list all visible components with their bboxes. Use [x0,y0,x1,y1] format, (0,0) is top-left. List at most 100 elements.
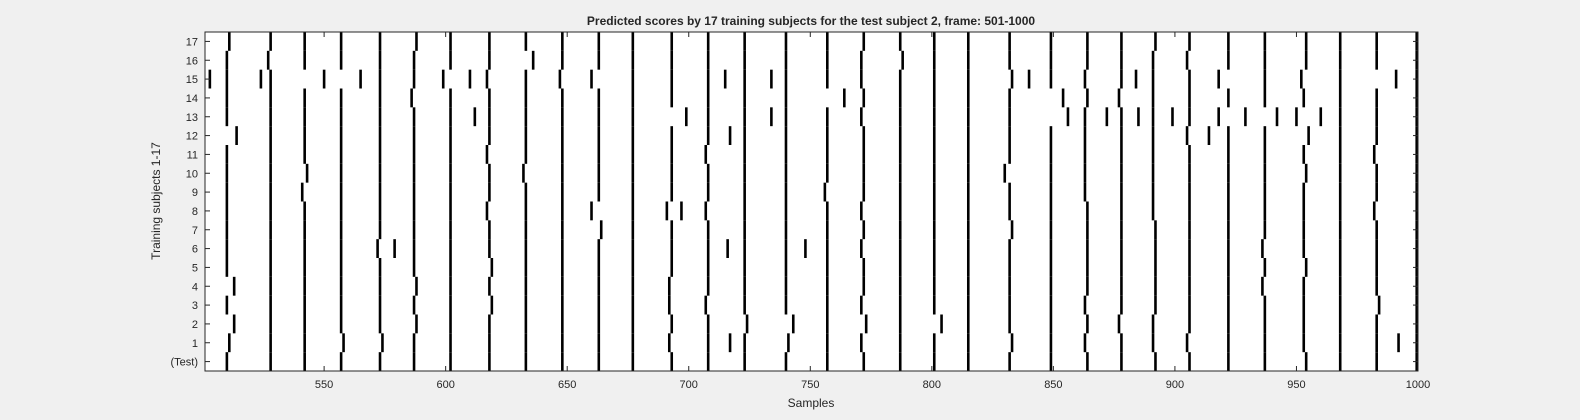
event-mark-row-6-34 [1375,239,1378,258]
event-mark-row-7-19 [932,220,936,240]
event-mark-row-2-0 [232,314,236,334]
event-mark-row-2-25 [1151,314,1155,334]
event-mark-row-3-1 [269,295,272,315]
event-mark-row-3-31 [1377,295,1381,315]
event-mark-row-5-30 [1338,258,1342,277]
event-mark-row-12-16 [784,126,788,145]
event-mark-row-5-17 [862,258,866,277]
event-mark-row-15-7 [412,69,416,89]
event-mark-row-17-15 [784,32,788,51]
event-mark-row-9-4 [378,182,382,202]
event-mark-row-14-20 [966,88,970,108]
event-mark-row-1-15 [743,333,746,353]
event-mark-row-13-37 [1338,107,1342,127]
event-mark-row-1-5 [412,333,416,353]
event-mark-row-6-21 [898,239,902,258]
event-mark-row-15-3 [269,69,272,89]
event-mark-row-16-18 [901,50,904,70]
event-mark-row-0-14 [743,352,746,371]
event-mark-row-0-26 [1188,352,1191,371]
event-mark-row-5-10 [597,258,601,277]
event-mark-row-16-12 [670,50,674,70]
event-mark-row-9-13 [706,182,710,202]
event-mark-row-4-1 [269,276,272,296]
event-mark-row-6-11 [597,239,601,258]
event-mark-row-10-6 [449,163,452,183]
event-mark-row-1-33 [1397,333,1400,353]
event-mark-row-5-26 [1188,258,1191,277]
event-mark-row-10-19 [932,163,936,183]
event-mark-row-4-4 [378,276,382,296]
event-mark-row-7-23 [1086,220,1089,240]
event-mark-row-16-23 [1086,50,1089,70]
event-mark-row-13-3 [339,107,343,127]
event-mark-row-6-18 [804,239,807,258]
event-mark-row-11-2 [303,145,306,164]
event-mark-row-6-17 [784,239,788,258]
event-mark-row-17-25 [1154,32,1157,51]
event-mark-row-11-18 [898,145,902,164]
event-mark-row-5-8 [524,258,528,277]
event-mark-row-7-22 [1049,220,1053,240]
event-mark-row-14-25 [1151,88,1155,108]
event-mark-row-12-23 [1049,126,1053,145]
event-mark-row-16-1 [266,50,270,70]
event-mark-row-16-11 [631,50,635,70]
event-mark-row-2-6 [449,314,452,334]
event-mark-row-14-12 [670,88,674,108]
event-mark-row-16-9 [561,50,564,70]
event-mark-row-8-14 [704,201,708,221]
y-axis-label: Training subjects 1-17 [149,142,163,260]
y-tick-label-0: (Test) [171,357,199,369]
event-mark-row-15-37 [1338,69,1342,89]
event-mark-row-2-21 [1008,314,1011,334]
event-mark-row-7-17 [862,220,866,240]
y-tick-label-7: 7 [192,225,198,237]
event-mark-row-11-19 [932,145,936,164]
event-mark-row-4-13 [706,276,710,296]
event-mark-row-8-13 [680,201,683,221]
event-mark-row-17-10 [597,32,601,51]
event-mark-row-10-0 [225,163,229,183]
event-mark-row-12-4 [378,126,382,145]
event-mark-row-6-20 [860,239,863,258]
event-mark-row-9-28 [1263,182,1267,202]
event-mark-row-0-17 [862,352,866,371]
event-mark-row-12-30 [1263,126,1267,145]
event-mark-row-9-24 [1120,182,1123,202]
event-mark-row-1-24 [1083,333,1087,353]
event-mark-row-16-3 [339,50,343,70]
event-mark-row-17-23 [1086,32,1089,51]
event-mark-row-12-17 [826,126,829,145]
event-mark-row-4-25 [1154,276,1157,296]
event-marks [208,32,1418,371]
event-mark-row-5-14 [743,258,746,277]
event-mark-row-3-11 [631,295,635,315]
event-mark-row-9-7 [488,182,491,202]
y-tick-label-5: 5 [192,262,198,274]
event-mark-row-1-4 [381,333,384,353]
event-mark-row-11-25 [1151,145,1155,164]
event-mark-row-7-8 [524,220,528,240]
event-mark-row-13-38 [1375,107,1378,127]
event-mark-row-4-5 [415,276,418,296]
event-mark-row-14-10 [597,88,601,108]
event-mark-row-1-14 [728,333,732,353]
event-mark-row-1-17 [826,333,829,353]
event-mark-row-15-28 [1049,69,1053,89]
event-mark-row-10-21 [1003,163,1007,183]
event-mark-row-9-22 [1049,182,1053,202]
event-mark-row-14-4 [378,88,382,108]
event-mark-row-12-27 [1185,126,1189,145]
event-mark-row-4-2 [303,276,306,296]
event-mark-row-14-29 [1302,88,1306,108]
event-mark-row-15-17 [723,69,727,89]
event-mark-row-13-10 [561,107,564,127]
event-mark-row-6-32 [1302,239,1306,258]
plot-area [205,32,1418,371]
event-mark-row-2-15 [791,314,795,334]
event-mark-row-16-6 [449,50,452,70]
event-mark-row-8-15 [743,201,746,221]
event-mark-row-5-3 [339,258,343,277]
event-mark-row-8-26 [1151,201,1155,221]
